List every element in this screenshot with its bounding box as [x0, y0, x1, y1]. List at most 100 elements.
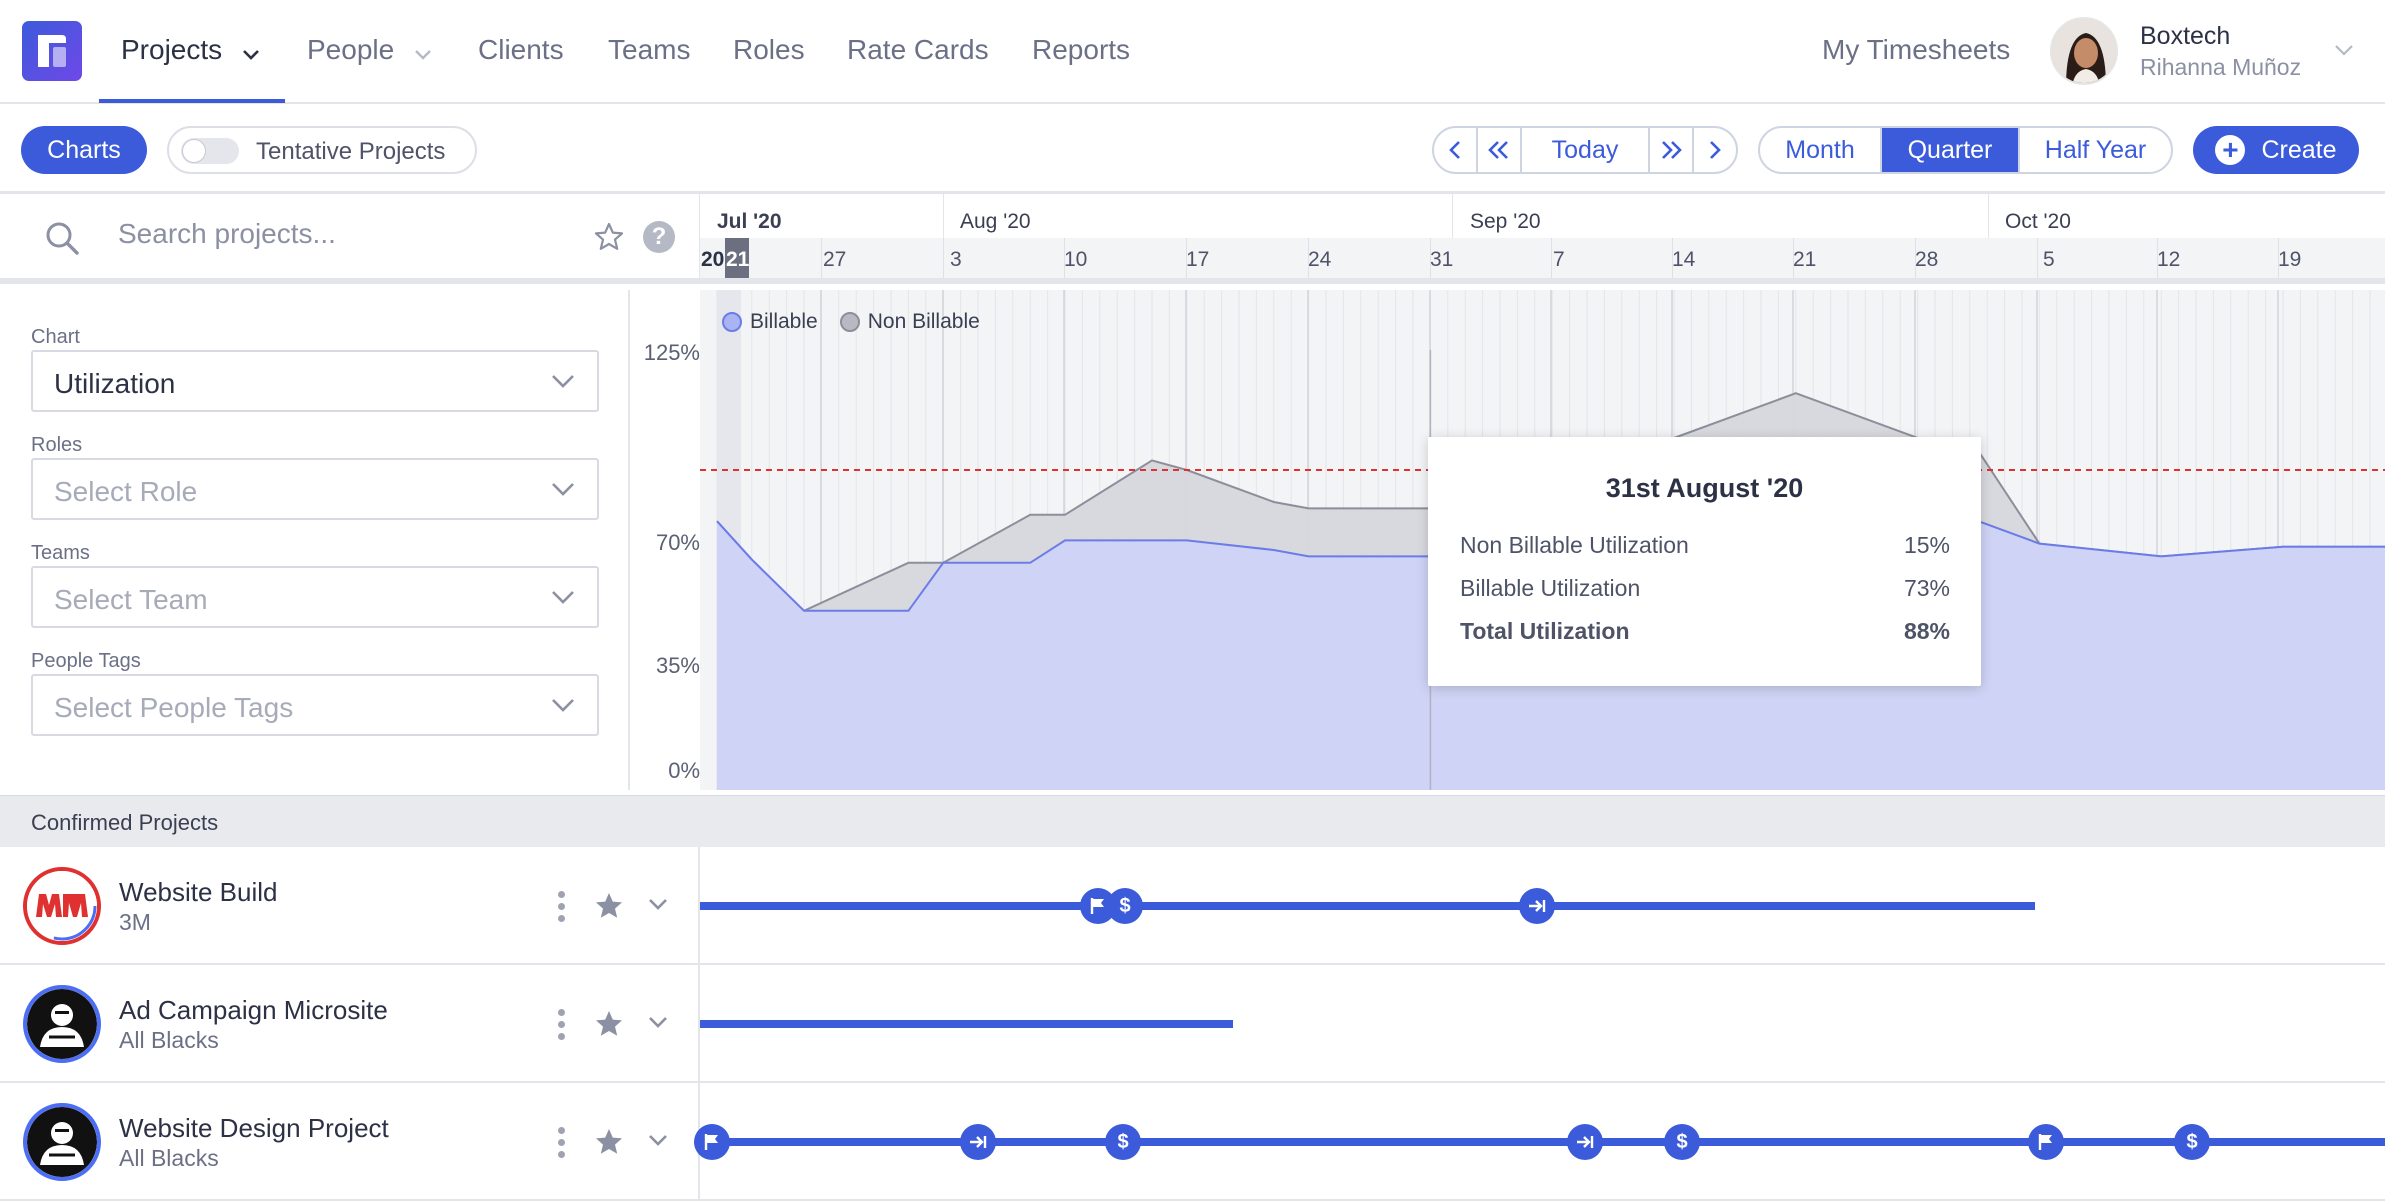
nav-clients[interactable]: Clients: [478, 34, 564, 65]
project-row[interactable]: Website Build 3M $: [0, 847, 2385, 965]
project-client: All Blacks: [119, 1145, 219, 1171]
people-tags-select[interactable]: Select People Tags: [31, 674, 599, 736]
more-options-icon[interactable]: [558, 1009, 566, 1045]
non-billable-legend-label: Non Billable: [867, 310, 980, 333]
date-navigation: Today: [1432, 126, 1738, 174]
project-name[interactable]: Website Build: [119, 877, 278, 907]
help-icon[interactable]: ?: [643, 221, 675, 253]
project-bar[interactable]: [700, 902, 2035, 910]
chevron-down-icon[interactable]: [648, 1133, 668, 1151]
tooltip-row-total: Total Utilization 88%: [1460, 618, 1950, 645]
phase-end-icon[interactable]: [1519, 888, 1555, 924]
milestone-flag-icon[interactable]: [694, 1124, 730, 1160]
create-button[interactable]: + Create: [2193, 126, 2359, 174]
week-divider: [2037, 238, 2038, 278]
week-label: 3: [950, 248, 962, 271]
week-label: 24: [1308, 248, 1332, 271]
month-divider: [1988, 194, 1989, 238]
week-divider: [2157, 238, 2158, 278]
my-timesheets-link[interactable]: My Timesheets: [1822, 34, 2011, 65]
tooltip-row-value: 88%: [1903, 618, 1950, 644]
tooltip-row-billable: Billable Utilization 73%: [1460, 575, 1950, 602]
range-selector: Month Quarter Half Year: [1758, 126, 2173, 174]
nav-roles[interactable]: Roles: [733, 34, 805, 65]
star-icon[interactable]: [593, 1008, 625, 1045]
jump-forward-icon[interactable]: [1650, 128, 1694, 172]
week-row: 20 21 27 3 10 17 24 31 7 14 21 28 5 12 1…: [700, 238, 2385, 278]
avatar[interactable]: [2050, 17, 2118, 85]
plus-icon: +: [2215, 135, 2246, 165]
nav-people-label: People: [307, 34, 395, 65]
nav-people[interactable]: People: [307, 34, 432, 68]
active-nav-indicator: [99, 99, 285, 103]
more-options-icon[interactable]: [558, 891, 566, 927]
tentative-projects-toggle[interactable]: Tentative Projects: [167, 126, 477, 174]
project-row[interactable]: Ad Campaign Microsite All Blacks: [0, 965, 2385, 1083]
search-icon: [44, 220, 80, 261]
invoice-dollar-icon[interactable]: $: [1664, 1124, 1700, 1160]
toggle-knob: [182, 139, 206, 163]
nav-rate-cards[interactable]: Rate Cards: [847, 34, 989, 65]
week-divider: [1793, 238, 1794, 278]
teams-select-placeholder: Select Team: [54, 584, 208, 615]
nav-projects-label: Projects: [121, 34, 223, 65]
chart-select[interactable]: Utilization: [31, 350, 599, 412]
chart-filters-panel: Chart Utilization Roles Select Role Team…: [0, 290, 630, 790]
phase-end-icon[interactable]: [1567, 1124, 1603, 1160]
month-label: Jul '20: [717, 210, 782, 233]
week-divider: [1064, 238, 1065, 278]
tentative-projects-label: Tentative Projects: [256, 138, 446, 165]
project-row[interactable]: Website Design Project All Blacks $ $ $: [0, 1083, 2385, 1201]
app-logo[interactable]: [22, 21, 82, 81]
y-tick-label: 125%: [643, 340, 700, 365]
search-input[interactable]: [118, 214, 568, 254]
next-icon[interactable]: [1694, 128, 1736, 172]
range-half-year-button[interactable]: Half Year: [2044, 135, 2147, 164]
nav-reports[interactable]: Reports: [1032, 34, 1131, 65]
phase-end-icon[interactable]: [960, 1124, 996, 1160]
non-billable-legend-swatch: [839, 312, 860, 332]
year-label: 20: [701, 248, 725, 271]
project-bar[interactable]: [700, 1020, 1233, 1028]
chevron-down-icon: [551, 374, 575, 393]
chevron-down-icon[interactable]: [648, 897, 668, 915]
toggle-switch[interactable]: [181, 138, 239, 164]
week-label: 21: [1793, 248, 1817, 271]
star-icon[interactable]: [593, 221, 625, 258]
project-name[interactable]: Website Design Project: [119, 1113, 389, 1143]
invoice-dollar-icon[interactable]: $: [1107, 888, 1143, 924]
jump-back-icon[interactable]: [1478, 128, 1522, 172]
today-button[interactable]: Today: [1522, 128, 1650, 172]
teams-select[interactable]: Select Team: [31, 566, 599, 628]
month-label: Oct '20: [2005, 210, 2071, 233]
confirmed-projects-header: Confirmed Projects: [0, 795, 2385, 847]
range-month-button[interactable]: Month: [1760, 128, 1882, 172]
star-icon[interactable]: [593, 890, 625, 927]
invoice-dollar-icon[interactable]: $: [1105, 1124, 1141, 1160]
more-options-icon[interactable]: [558, 1127, 566, 1163]
previous-icon[interactable]: [1434, 128, 1478, 172]
week-divider: [943, 238, 944, 278]
y-axis: 125% 70% 35% 0%: [630, 290, 700, 790]
month-label: Aug '20: [960, 210, 1031, 233]
week-label: 27: [823, 248, 847, 271]
account-org-name[interactable]: Boxtech: [2140, 22, 2231, 50]
roles-select[interactable]: Select Role: [31, 458, 599, 520]
charts-button[interactable]: Charts: [21, 126, 147, 174]
project-name[interactable]: Ad Campaign Microsite: [119, 995, 388, 1025]
chevron-down-icon: [551, 482, 575, 501]
range-quarter-button[interactable]: Quarter: [1882, 128, 2020, 172]
nav-projects[interactable]: Projects: [121, 34, 260, 68]
project-bar[interactable]: [700, 1138, 2385, 1146]
nav-teams[interactable]: Teams: [608, 34, 691, 65]
week-label: 17: [1186, 248, 1210, 271]
roles-select-placeholder: Select Role: [54, 476, 198, 507]
star-icon[interactable]: [593, 1126, 625, 1163]
account-user-name[interactable]: Rihanna Muñoz: [2140, 54, 2302, 80]
milestone-flag-icon[interactable]: [2028, 1124, 2064, 1160]
teams-filter-label: Teams: [31, 542, 90, 564]
invoice-dollar-icon[interactable]: $: [2174, 1124, 2210, 1160]
chevron-down-icon[interactable]: [648, 1015, 668, 1033]
chevron-down-icon[interactable]: [2334, 43, 2354, 61]
y-tick-label: 35%: [655, 653, 700, 678]
